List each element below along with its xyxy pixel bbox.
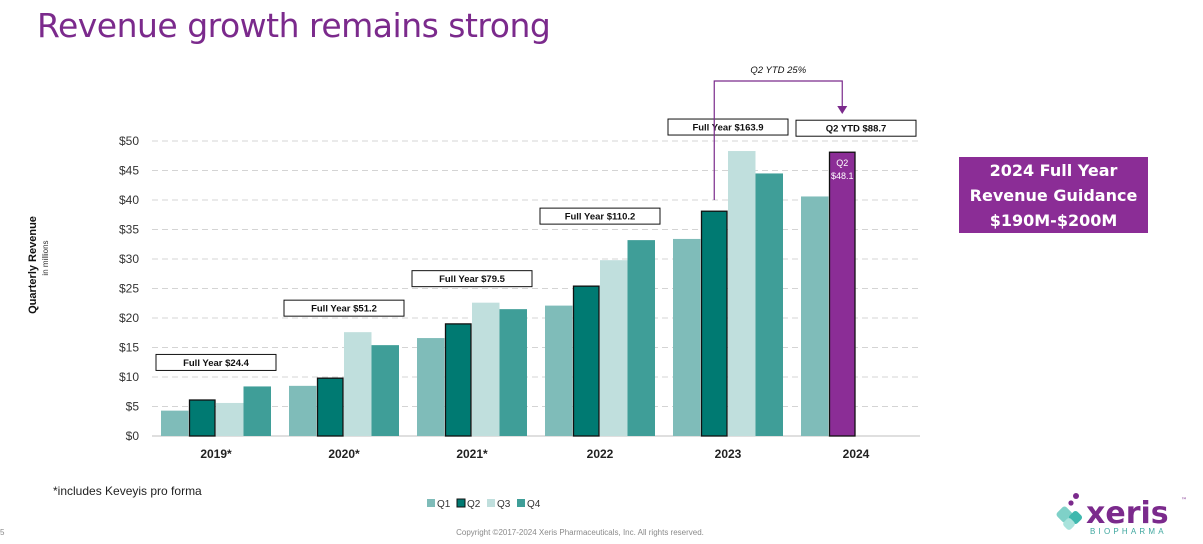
- y-tick-label: $10: [119, 370, 139, 384]
- annotation-label: Full Year $79.5: [439, 274, 506, 285]
- bar-q2: [572, 285, 600, 437]
- legend-swatch: [487, 499, 495, 507]
- y-axis-label: Quarterly Revenue: [27, 216, 39, 314]
- bar-label-value: $48.1: [831, 171, 854, 181]
- bar-q2: [444, 323, 472, 437]
- growth-arrow-icon: [837, 106, 848, 114]
- annotation-label: Q2 YTD $88.7: [826, 124, 887, 135]
- xeris-logo: xeris ™ BIOPHARMA: [1056, 493, 1187, 536]
- y-tick-label: $15: [119, 341, 139, 355]
- guidance-line: $190M-$200M: [989, 210, 1118, 230]
- annotation-label: Full Year $110.2: [565, 212, 636, 223]
- y-tick-label: $45: [119, 164, 139, 178]
- x-tick-label: 2022: [587, 447, 614, 461]
- bar-q1: [801, 196, 829, 436]
- annotation-box: [667, 118, 789, 136]
- logo-mark-icon: [1056, 493, 1083, 530]
- bar-q4: [627, 240, 655, 436]
- y-axis-sublabel: in millions: [41, 240, 50, 275]
- legend-label: Q1: [437, 499, 451, 510]
- bar-q4: [499, 309, 527, 436]
- legend-label: Q3: [497, 499, 511, 510]
- annotation-label: Full Year $163.9: [692, 123, 763, 134]
- legend-swatch: [427, 499, 435, 507]
- bar-q1: [161, 410, 189, 436]
- bar-q4: [371, 345, 399, 436]
- bar-label-top: Q2: [836, 158, 848, 168]
- footnote: *includes Keveyis pro forma: [53, 484, 202, 498]
- x-tick-label: 2021*: [456, 447, 488, 461]
- page-title: Revenue growth remains strong: [37, 6, 551, 45]
- annotation-box: [411, 270, 533, 288]
- legend-label: Q4: [527, 499, 541, 510]
- y-tick-label: $35: [119, 223, 139, 237]
- bar-q1: [289, 385, 317, 436]
- bar-q3: [344, 332, 372, 436]
- bar-q1: [417, 338, 445, 436]
- bar-q3: [600, 260, 628, 436]
- copyright: Copyright ©2017-2024 Xeris Pharmaceutica…: [456, 528, 704, 537]
- annotation-box: [539, 207, 661, 225]
- guidance-line: Revenue Guidance: [969, 185, 1138, 205]
- guidance-line: 2024 Full Year: [989, 160, 1118, 180]
- bar-q1: [673, 238, 701, 436]
- legend-swatch: [517, 499, 525, 507]
- y-tick-label: $0: [126, 429, 140, 443]
- annotation-box: [155, 353, 277, 371]
- y-tick-label: $5: [126, 400, 140, 414]
- x-tick-label: 2024: [843, 447, 870, 461]
- annotation-box: [283, 299, 405, 317]
- bar-q3: [728, 151, 756, 436]
- guidance-box: 2024 Full Year Revenue Guidance $190M-$2…: [959, 157, 1148, 233]
- annotation-label: Full Year $51.2: [311, 304, 377, 315]
- growth-connector: [713, 80, 843, 200]
- logo-sub: BIOPHARMA: [1090, 527, 1167, 536]
- bar-q2: [828, 151, 856, 437]
- x-tick-label: 2019*: [200, 447, 232, 461]
- x-tick-label: 2020*: [328, 447, 360, 461]
- bar-q3: [472, 302, 500, 436]
- bar-q4: [243, 386, 271, 436]
- page-number: 5: [0, 528, 5, 537]
- legend-label: Q2: [467, 499, 481, 510]
- logo-word: xeris: [1086, 496, 1169, 531]
- annotation-label: Full Year $24.4: [183, 358, 250, 369]
- y-tick-label: $40: [119, 193, 139, 207]
- y-tick-label: $50: [119, 134, 139, 148]
- legend-swatch: [456, 498, 466, 508]
- y-tick-label: $20: [119, 311, 139, 325]
- annotation-box: [795, 119, 917, 137]
- bar-q2: [700, 210, 728, 437]
- bar-q2: [188, 399, 216, 437]
- bar-q1: [545, 305, 573, 436]
- logo-trademark: ™: [1181, 497, 1187, 504]
- y-tick-label: $25: [119, 282, 139, 296]
- y-tick-label: $30: [119, 252, 139, 266]
- bar-q3: [216, 402, 244, 436]
- bar-q4: [755, 173, 783, 436]
- growth-callout-label: Q2 YTD 25%: [750, 65, 806, 76]
- bar-q2: [316, 377, 344, 437]
- x-tick-label: 2023: [715, 447, 742, 461]
